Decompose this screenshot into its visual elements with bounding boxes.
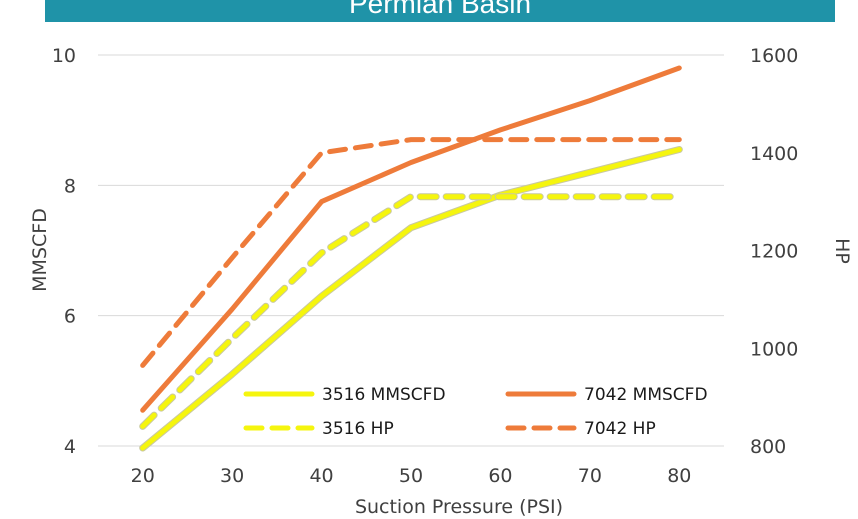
x-tick-label: 70	[578, 465, 602, 487]
legend: 3516 MMSCFD 7042 MMSCFD 3516 HP 7042 HP	[243, 385, 708, 439]
x-tick-label: 80	[667, 465, 691, 487]
legend-label: 3516 HP	[322, 419, 394, 439]
y2-axis-title: HP	[831, 238, 853, 264]
y-axis-title: MMSCFD	[29, 208, 51, 292]
series-line-7042-hp	[140, 137, 682, 368]
x-tick-label: 30	[220, 465, 244, 487]
x-tick-label: 50	[399, 465, 423, 487]
series-line-3516-hp	[140, 194, 682, 429]
y2-tick-label: 1200	[750, 241, 798, 263]
y2-tick-label: 800	[750, 436, 786, 458]
legend-label: 7042 HP	[584, 419, 656, 439]
y2-tick-label: 1600	[750, 45, 798, 67]
tick-labels: 4 6 8 10 800 1000 1200 1400 1600 20 30 40 50 60 70 80	[52, 45, 799, 487]
x-tick-label: 40	[309, 465, 333, 487]
gridlines	[98, 54, 724, 447]
series-line-7042-mmscfd	[140, 65, 682, 413]
legend-label: 7042 MMSCFD	[584, 385, 708, 405]
y2-tick-label: 1400	[750, 143, 798, 165]
y-tick-label: 6	[64, 306, 76, 328]
title-banner	[45, 0, 835, 22]
series-line-3516-mmscfd	[140, 147, 682, 451]
y-tick-label: 8	[64, 175, 76, 197]
series-layer	[139, 65, 683, 452]
y-tick-label: 4	[64, 436, 76, 458]
chart-title: Permian Basin	[349, 0, 531, 19]
x-tick-label: 20	[131, 465, 155, 487]
y-tick-label: 10	[52, 45, 76, 67]
x-axis-title: Suction Pressure (PSI)	[355, 496, 563, 518]
y2-tick-label: 1000	[750, 338, 798, 360]
x-tick-label: 60	[488, 465, 512, 487]
legend-label: 3516 MMSCFD	[322, 385, 446, 405]
